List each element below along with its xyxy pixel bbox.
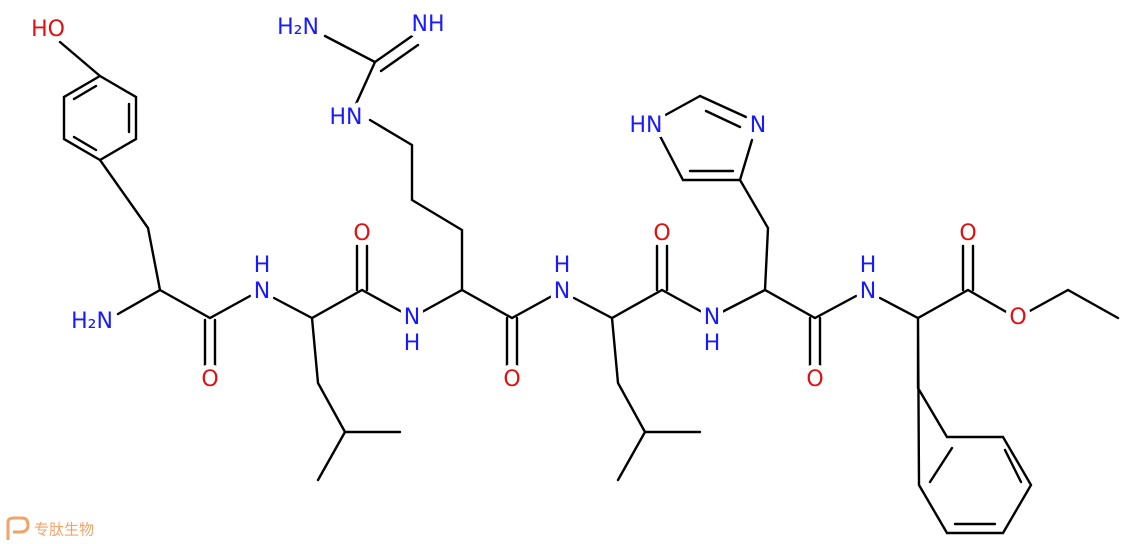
atom-label: NH [412, 12, 445, 37]
atom-label: O [806, 367, 823, 392]
atom-label: H₂N [71, 309, 113, 334]
atom-label: N [554, 279, 570, 304]
watermark-logo [6, 516, 30, 540]
atom-label: HO [31, 17, 65, 42]
atom-label: O [653, 221, 670, 246]
atom-label: N [704, 305, 720, 330]
atom-label: H [554, 253, 571, 278]
watermark: 专肽生物 [6, 516, 94, 540]
atom-label: H [860, 253, 877, 278]
atom-label: O [1009, 305, 1026, 330]
atom-label: O [503, 367, 520, 392]
atom-label: N [860, 279, 876, 304]
atom-label: N [254, 279, 270, 304]
atom-label: HN [630, 113, 663, 138]
atom-label: H [254, 253, 271, 278]
atom-label: N [750, 113, 766, 138]
bond [323, 34, 554, 368]
bonds [58, 34, 1120, 535]
watermark-text: 专肽生物 [34, 521, 94, 539]
atom-labels: HO H₂N NH HN HN N H₂N H N O O N H O H N … [26, 7, 1032, 397]
bond [572, 244, 704, 482]
bond [658, 94, 858, 368]
bond [58, 40, 252, 320]
atom-label: O [959, 221, 976, 246]
bond [878, 244, 1120, 535]
atom-label: O [201, 367, 218, 392]
atom-label: H [704, 331, 721, 356]
atom-label: HN [330, 105, 363, 130]
atom-label: H [404, 331, 421, 356]
bond [272, 244, 404, 482]
atom-label: O [353, 221, 370, 246]
atom-label: H₂N [277, 15, 319, 40]
bond [203, 318, 217, 368]
atom-label: N [404, 305, 420, 330]
